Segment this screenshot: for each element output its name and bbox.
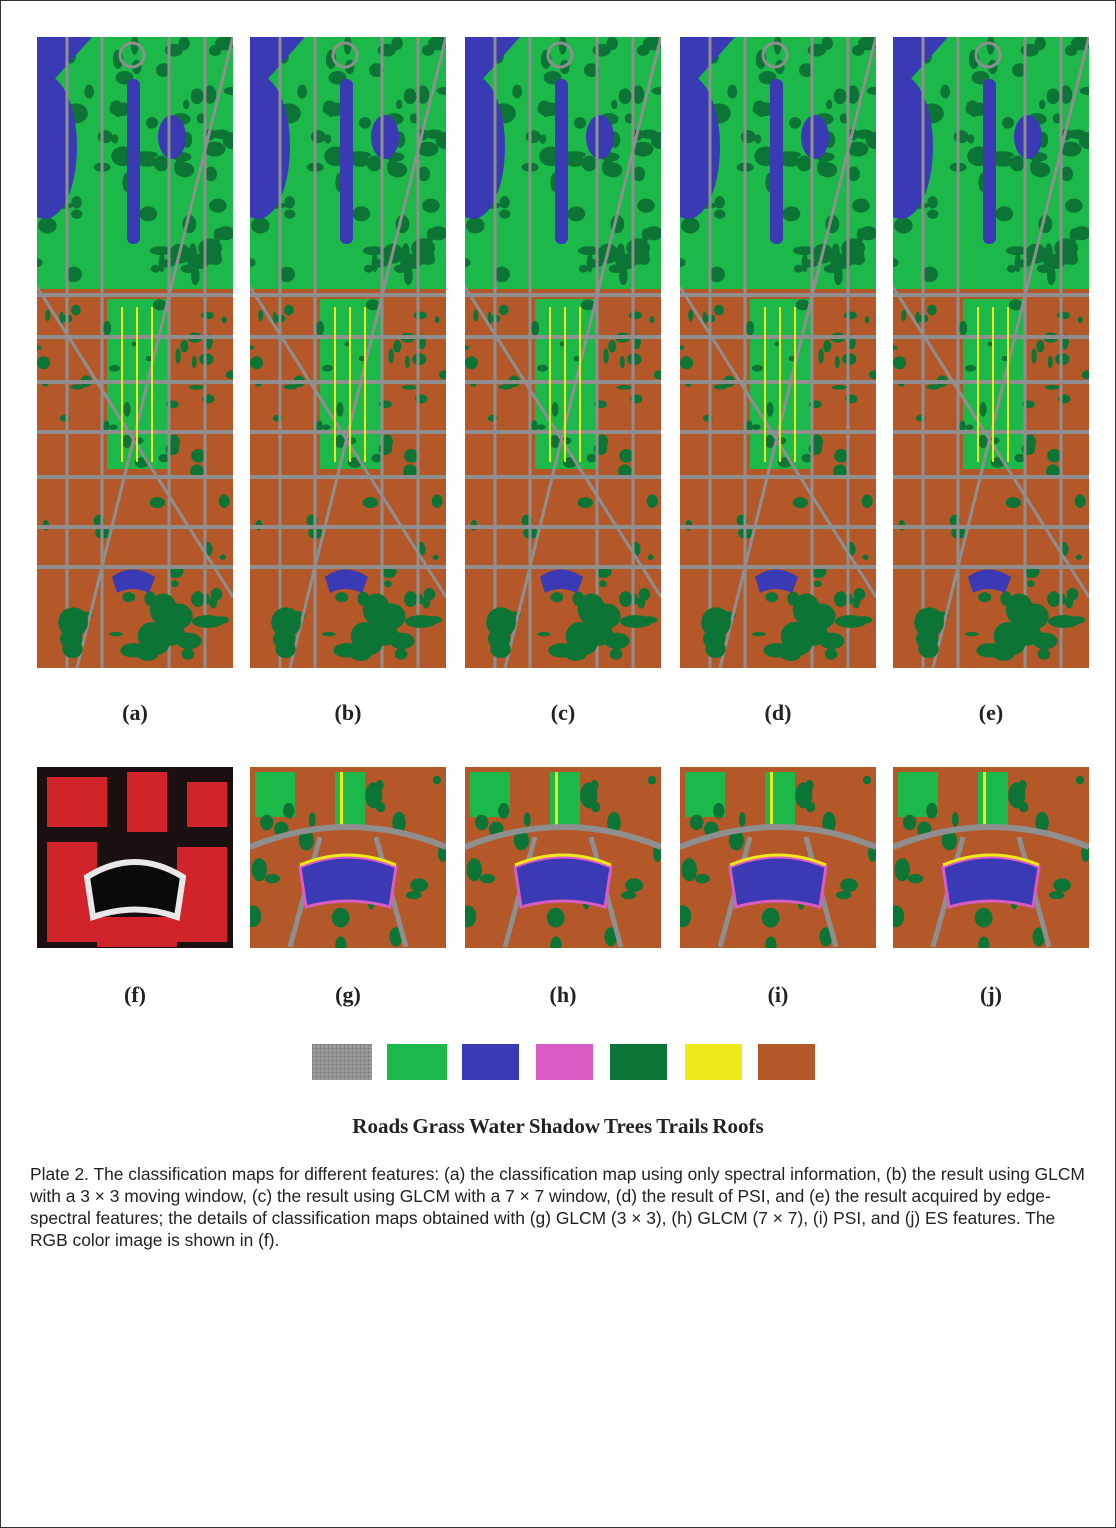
swatch xyxy=(312,1044,372,1080)
classification-map xyxy=(656,33,884,668)
panel-label: (j) xyxy=(893,982,1089,1008)
detail-map xyxy=(244,767,447,954)
classification-map xyxy=(13,33,241,668)
classification-map xyxy=(869,33,1097,668)
swatch xyxy=(758,1044,815,1080)
legend-label: Trails xyxy=(656,1114,708,1138)
panel-label: (g) xyxy=(250,982,446,1008)
swatch xyxy=(685,1044,742,1080)
detail-map xyxy=(459,767,662,954)
detail-map xyxy=(674,767,877,954)
panel-label: (b) xyxy=(250,700,446,726)
classification-map xyxy=(441,33,669,668)
swatch xyxy=(536,1044,593,1080)
swatch xyxy=(387,1044,447,1080)
panel-label: (d) xyxy=(680,700,876,726)
legend-label: Roads xyxy=(352,1114,408,1138)
figure-art xyxy=(0,0,1116,1528)
classification-map xyxy=(226,33,454,668)
panel-label: (h) xyxy=(465,982,661,1008)
rgb-image xyxy=(37,767,233,948)
legend-label: Roofs xyxy=(712,1114,763,1138)
panel-label: (a) xyxy=(37,700,233,726)
legend-label: Trees xyxy=(604,1114,652,1138)
panel-label: (c) xyxy=(465,700,661,726)
legend-label: Shadow xyxy=(529,1114,600,1138)
panel-label: (i) xyxy=(680,982,876,1008)
legend-swatches xyxy=(312,1044,815,1080)
swatch xyxy=(610,1044,667,1080)
legend-label: Grass xyxy=(412,1114,465,1138)
legend-label: Water xyxy=(469,1114,525,1138)
panel-label: (e) xyxy=(893,700,1089,726)
detail-map xyxy=(887,767,1090,954)
swatch xyxy=(462,1044,519,1080)
caption: Plate 2. The classification maps for dif… xyxy=(30,1163,1090,1251)
panel-label: (f) xyxy=(37,982,233,1008)
